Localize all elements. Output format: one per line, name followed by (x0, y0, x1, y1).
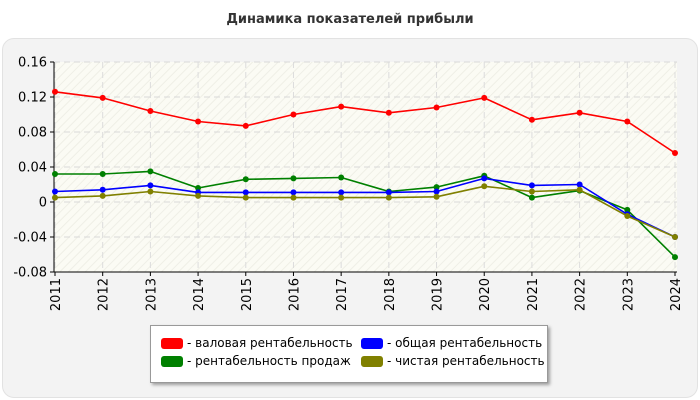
data-point-3 (52, 194, 58, 201)
series-line-2 (54, 177, 676, 238)
data-point-2 (338, 189, 345, 196)
data-point-1 (99, 171, 106, 177)
y-tick-label: 0 (39, 196, 47, 211)
data-point-2 (242, 189, 249, 196)
data-point-2 (52, 188, 58, 195)
y-tick-label: 0.12 (18, 91, 47, 106)
data-point-1 (672, 254, 678, 261)
data-point-3 (99, 192, 106, 199)
legend-item-gross: - валовая рентабельность (161, 336, 353, 350)
legend-item-net: - чистая рентабельность (361, 354, 545, 368)
data-point-3 (147, 188, 154, 195)
data-point-0 (433, 104, 440, 111)
data-point-1 (338, 174, 345, 181)
data-point-2 (147, 182, 154, 189)
data-point-3 (576, 186, 583, 193)
data-point-3 (385, 194, 392, 201)
data-point-0 (338, 103, 345, 110)
legend-swatch-net (361, 355, 383, 367)
data-point-3 (481, 183, 488, 190)
data-point-2 (481, 175, 488, 182)
data-point-1 (624, 206, 631, 213)
data-point-0 (624, 118, 631, 125)
series-line-0 (54, 91, 676, 154)
axes (50, 61, 677, 276)
x-tick-label: 2021 (526, 278, 541, 311)
y-tick-label: -0.08 (13, 266, 47, 281)
tick-labels: -0.08 -0.04 0 0.04 0.08 0.12 0.16 2011 2012 2013 2… (13, 56, 684, 312)
series-line-1 (55, 170, 676, 258)
y-tick-label: -0.04 (13, 231, 47, 246)
legend-label-sales: - рентабельность продаж (187, 354, 351, 368)
data-point-3 (624, 213, 631, 219)
data-point-2 (433, 188, 440, 195)
legend-swatch-sales (161, 355, 183, 367)
x-tick-label: 2013 (144, 278, 159, 311)
x-tick-label: 2020 (478, 278, 493, 311)
x-tick-label: 2023 (621, 278, 636, 311)
x-tick-label: 2019 (431, 278, 446, 311)
data-point-2 (385, 189, 392, 196)
data-point-0 (481, 94, 488, 101)
y-tick-label: 0.08 (18, 126, 47, 141)
legend-swatch-gross (161, 337, 183, 349)
data-point-3 (433, 193, 440, 200)
data-point-1 (433, 184, 440, 191)
legend: - валовая рентабельность - общая рентабе… (150, 325, 548, 383)
legend-label-gross: - валовая рентабельность (187, 336, 353, 350)
data-point-0 (576, 109, 583, 116)
data-point-0 (672, 150, 678, 156)
data-point-2 (99, 186, 106, 193)
x-tick-label: 2012 (97, 278, 112, 311)
data-point-3 (672, 234, 678, 240)
x-tick-label: 2017 (335, 278, 350, 311)
x-tick-label: 2011 (49, 278, 64, 311)
data-point-1 (528, 194, 535, 201)
data-point-0 (52, 88, 58, 95)
legend-label-total: - общая рентабельность (387, 336, 543, 350)
legend-swatch-total (361, 337, 383, 349)
data-point-0 (147, 108, 154, 114)
data-point-0 (385, 109, 392, 116)
legend-item-total: - общая рентабельность (361, 336, 542, 350)
data-point-1 (290, 175, 297, 182)
legend-item-sales: - рентабельность продаж (161, 354, 351, 368)
data-point-1 (195, 185, 202, 191)
data-point-2 (528, 182, 535, 189)
data-point-3 (528, 188, 535, 195)
data-point-0 (242, 122, 249, 129)
data-point-0 (528, 116, 535, 123)
legend-label-net: - чистая рентабельность (387, 354, 545, 368)
data-point-2 (290, 189, 297, 196)
x-tick-label: 2024 (669, 278, 684, 311)
data-point-1 (147, 168, 154, 175)
data-point-0 (290, 111, 297, 118)
chart-title: Динамика показателей прибыли (226, 12, 474, 27)
x-tick-label: 2014 (192, 278, 207, 311)
x-tick-label: 2016 (287, 278, 302, 311)
data-point-0 (195, 118, 202, 125)
y-tick-label: 0.16 (18, 56, 47, 71)
series-line-3 (54, 185, 676, 238)
data-point-1 (242, 176, 249, 183)
x-tick-label: 2018 (383, 278, 398, 311)
data-point-3 (290, 194, 297, 201)
data-point-2 (576, 181, 583, 188)
data-point-0 (99, 94, 106, 101)
x-tick-label: 2015 (240, 278, 255, 311)
y-tick-label: 0.04 (18, 161, 47, 176)
data-point-1 (52, 171, 58, 177)
data-point-3 (195, 192, 202, 199)
series-lines (52, 88, 678, 261)
data-point-3 (242, 194, 249, 201)
data-point-3 (338, 194, 345, 201)
x-tick-label: 2022 (574, 278, 589, 311)
